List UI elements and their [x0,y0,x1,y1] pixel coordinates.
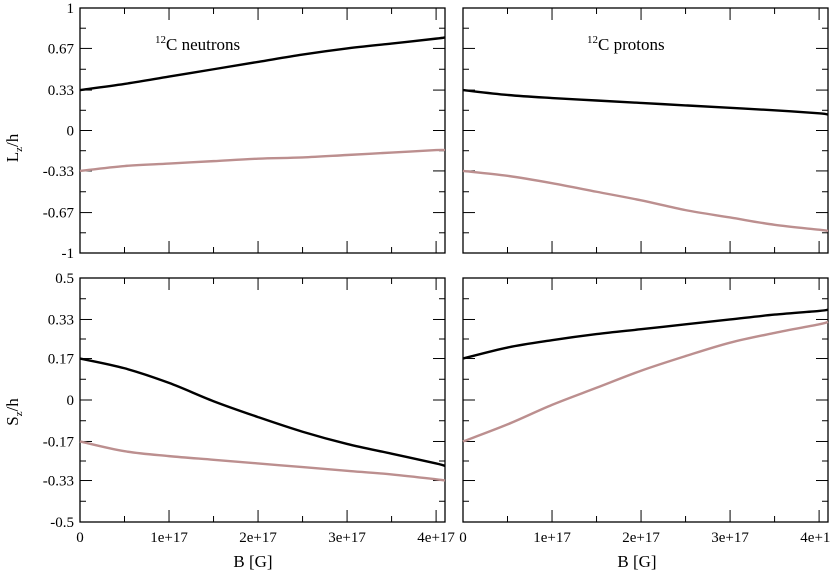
top-left-annotation-sup: 12 [155,34,166,46]
top-y-axis-title-sub: z [13,147,25,152]
bottom-right-series-black [462,308,829,360]
bottom-left-xtick-label: 3e+17 [328,530,366,546]
top-left-series-pink [79,148,446,173]
bottom-left-xtick-label: 2e+17 [239,530,277,546]
bottom-left-ytick-label: 0.5 [55,271,74,287]
top-left-ytick-label: 0.67 [48,41,75,57]
top-left-series-black [79,36,446,92]
top-left-ytick-label: 1 [67,1,75,17]
bottom-left-series-black [79,357,446,468]
bottom-left-series-pink [79,440,446,482]
top-left-ytick-label: 0 [67,124,75,140]
bottom-y-axis-title-rest: /h [3,398,22,412]
top-right-annotation: 12C protons [587,34,665,54]
bottom-left-frame [79,277,446,523]
bottom-right-xtick-label: 4e+17 [800,530,830,546]
bottom-left-ytick-label: -0.17 [43,434,75,450]
top-right-annotation-text: C protons [598,35,665,54]
bottom-right-x-axis-title: B [G] [617,552,656,571]
top-left-ytick-label: -0.33 [43,164,74,180]
bottom-y-axis-title-main: S [3,416,22,425]
bottom-right-panel: 0 1e+17 2e+17 3e+17 4e+17 [459,277,830,546]
bottom-left-ytick-label: -0.5 [50,515,74,531]
bottom-y-axis-title: Sz/h [3,398,25,426]
bottom-left-ytick-label: 0 [67,393,75,409]
top-right-series-black [462,88,829,116]
bottom-left-xtick-label: 1e+17 [150,530,188,546]
bottom-left-xtick-label: 4e+17 [417,530,455,546]
bottom-left-xtick-label: 0 [76,530,84,546]
bottom-left-ytick-label: -0.33 [43,474,74,490]
bottom-y-axis-title-sub: z [13,411,25,416]
top-y-axis-title-rest: /h [3,133,22,147]
bottom-right-series-pink [462,320,829,443]
bottom-left-ytick-label: 0.33 [48,312,74,328]
top-y-axis-title: Lz/h [3,133,25,162]
top-left-annotation-text: C neutrons [166,35,240,54]
top-left-ytick-label: -0.67 [43,206,75,222]
bottom-right-xtick-label: 3e+17 [711,530,749,546]
top-left-panel: -1 -0.67 -0.33 0 0.33 0.67 1 [43,1,446,262]
top-right-series-pink [462,169,829,233]
bottom-right-xtick-label: 0 [459,530,467,546]
top-left-annotation: 12C neutrons [155,34,240,54]
plot-layer: -1 -0.67 -0.33 0 0.33 0.67 1 -0.5 -0.33 -0.17 0 0.1… [43,1,830,546]
top-right-annotation-sup: 12 [587,34,598,46]
top-y-axis-title-main: L [3,152,22,162]
top-right-panel [462,7,829,254]
bottom-left-panel: -0.5 -0.33 -0.17 0 0.17 0.33 0.5 0 1e+17 2e+17 3e+… [43,271,456,546]
top-left-ytick-label: -1 [62,246,75,262]
bottom-left-x-axis-title: B [G] [233,552,272,571]
top-left-ytick-label: 0.33 [48,83,74,99]
bottom-left-ytick-label: 0.17 [48,352,75,368]
bottom-right-xtick-label: 1e+17 [533,530,571,546]
bottom-right-xtick-label: 2e+17 [622,530,660,546]
